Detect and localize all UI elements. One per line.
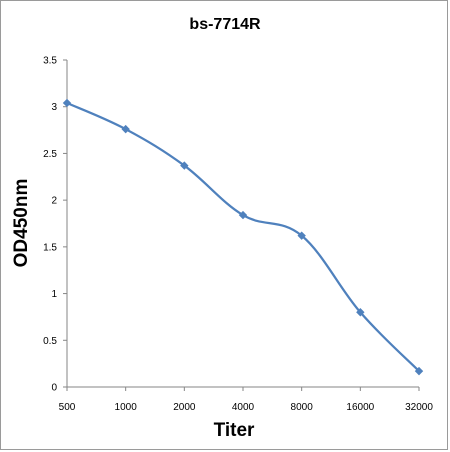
y-tick-label: 3 (51, 102, 57, 113)
y-axis-title: OD450nm (11, 179, 32, 268)
data-point-marker (180, 161, 189, 170)
series-line (66, 101, 420, 372)
y-tick-label: 0.5 (43, 336, 57, 347)
x-tick-label: 4000 (232, 402, 255, 413)
chart-title: bs-7714R (189, 16, 261, 33)
x-tick-label: 2000 (173, 402, 196, 413)
data-point-marker (238, 210, 248, 220)
data-point-marker (356, 308, 365, 317)
y-tick-label: 1 (51, 289, 57, 300)
x-tick-label: 16000 (346, 402, 374, 413)
y-tick-label: 2 (51, 196, 57, 207)
data-point-marker (62, 98, 72, 108)
y-tick-label: 2.5 (43, 149, 57, 160)
y-tick-label: 0 (51, 383, 57, 394)
x-axis-title: Titer (214, 420, 255, 441)
series-group (62, 98, 424, 376)
x-tick-label: 1000 (115, 402, 138, 413)
x-tick-labels: 500 1000 2000 4000 8000 16000 32000 (59, 402, 434, 413)
y-tick-labels: 0 0.5 1 1.5 2 2.5 3 3.5 (43, 56, 57, 394)
data-point-marker (297, 231, 306, 240)
axes (63, 59, 420, 391)
y-tick-label: 3.5 (43, 56, 57, 67)
data-point-marker (121, 124, 130, 134)
x-tick-label: 500 (59, 402, 76, 413)
x-tick-label: 32000 (405, 402, 433, 413)
data-point-marker (414, 366, 424, 376)
x-tick-label: 8000 (291, 402, 314, 413)
y-tick-label: 1.5 (43, 242, 57, 253)
